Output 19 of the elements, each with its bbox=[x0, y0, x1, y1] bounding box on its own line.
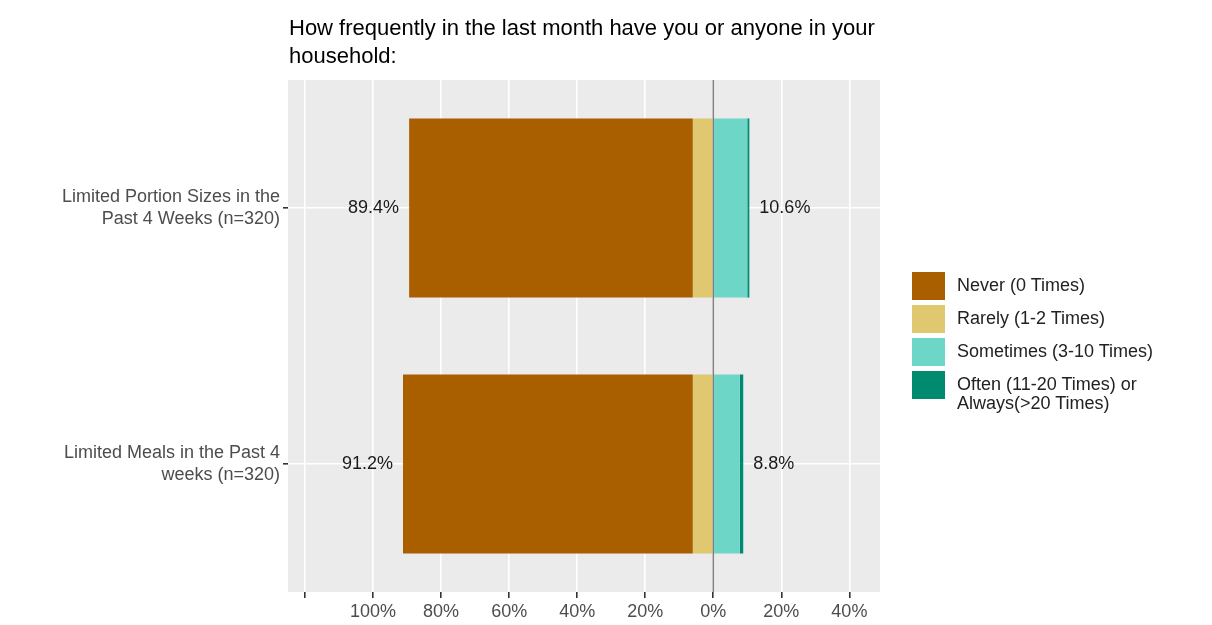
x-tick-label: 60% bbox=[491, 600, 528, 621]
annotation: 8.8% bbox=[753, 452, 795, 473]
x-tick-label: 0% bbox=[700, 600, 727, 621]
x-tick-label: 20% bbox=[627, 600, 664, 621]
x-tick-label: 20% bbox=[763, 600, 800, 621]
x-tick-label: 40% bbox=[559, 600, 596, 621]
chart-title: How frequently in the last month have you or anyone in your household: bbox=[289, 14, 876, 70]
legend-label: Sometimes (3-10 Times) bbox=[957, 340, 1155, 361]
x-tick-label: 40% bbox=[831, 600, 868, 621]
y-tick-label: Limited Portion Sizes in the Past 4 Weeks (n=320) bbox=[61, 186, 280, 228]
y-tick-label: Limited Meals in the Past 4 weeks (n=320) bbox=[63, 442, 280, 484]
annotation: 89.4% bbox=[348, 196, 400, 217]
x-tick-label: 80% bbox=[423, 600, 460, 621]
annotation: 10.6% bbox=[759, 196, 811, 217]
legend-label: Never (0 Times) bbox=[957, 274, 1087, 295]
annotation: 91.2% bbox=[341, 452, 393, 473]
x-tick-label: 100% bbox=[350, 600, 397, 621]
legend-label: Often (11-20 Times) or Always(>20 Times) bbox=[957, 373, 1138, 413]
legend-label: Rarely (1-2 Times) bbox=[957, 307, 1107, 328]
